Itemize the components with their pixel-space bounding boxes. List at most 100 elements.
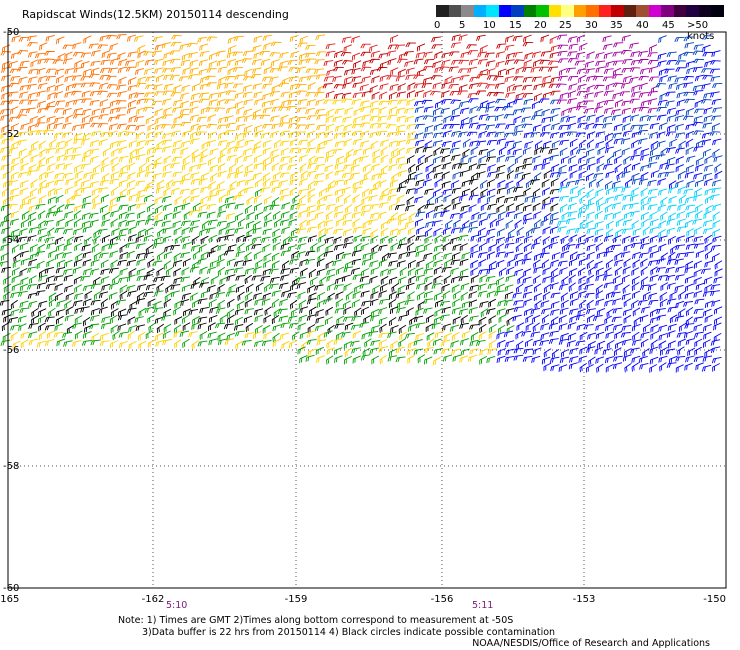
wind-barb — [569, 355, 579, 363]
wind-barb — [424, 125, 434, 133]
wind-barb — [523, 98, 534, 105]
wind-barb — [143, 98, 155, 104]
wind-barb — [470, 331, 479, 341]
wind-barb — [128, 324, 138, 333]
wind-barb — [206, 250, 216, 258]
wind-barb — [351, 130, 362, 137]
wind-barb — [389, 291, 397, 300]
wind-barb — [8, 147, 19, 154]
wind-barb — [80, 82, 92, 88]
wind-barb — [523, 212, 532, 221]
wind-barb — [704, 242, 713, 252]
wind-barb — [541, 162, 551, 170]
wind-barb — [53, 331, 64, 338]
wind-barb — [485, 60, 496, 67]
wind-barb — [522, 355, 533, 362]
wind-barb — [62, 131, 72, 139]
wind-barb — [665, 100, 675, 107]
wind-barb — [530, 66, 541, 73]
wind-barb — [27, 266, 37, 273]
wind-barb — [457, 90, 468, 96]
wind-barb — [499, 146, 507, 156]
wind-barb — [288, 76, 299, 82]
wind-barb — [296, 66, 307, 74]
wind-barb — [359, 122, 371, 128]
wind-barb — [578, 282, 587, 292]
legend-swatch — [623, 5, 637, 17]
wind-barb — [281, 290, 291, 298]
wind-barb — [578, 258, 588, 266]
wind-barb — [118, 58, 128, 67]
wind-barb — [640, 258, 648, 268]
wind-barb — [208, 314, 218, 323]
wind-barb — [675, 82, 686, 90]
wind-barb — [208, 92, 219, 100]
wind-barb — [476, 106, 488, 112]
wind-barb — [542, 196, 551, 206]
wind-barb — [54, 227, 65, 234]
wind-barb — [434, 178, 443, 188]
wind-barb — [370, 50, 381, 58]
wind-barb — [352, 194, 360, 204]
wind-barb — [505, 211, 516, 218]
wind-barb — [269, 91, 280, 97]
wind-barb — [649, 211, 658, 221]
wind-barb — [606, 340, 615, 349]
wind-barb — [160, 275, 171, 282]
wind-barb — [569, 347, 579, 355]
wind-barb — [135, 219, 146, 227]
wind-barb — [487, 203, 497, 211]
wind-barb — [623, 211, 633, 220]
wind-barb — [180, 298, 190, 307]
wind-barb — [232, 67, 244, 72]
wind-barb — [693, 90, 704, 96]
wind-barb — [301, 340, 309, 351]
wind-barb — [341, 186, 351, 195]
wind-barb — [289, 34, 299, 42]
wind-barb — [641, 211, 650, 221]
wind-barb — [542, 267, 551, 276]
wind-barb — [289, 258, 299, 265]
wind-barb — [676, 211, 686, 219]
wind-barb — [280, 322, 291, 329]
wind-barb — [224, 338, 234, 346]
wind-barb — [252, 44, 262, 53]
wind-barb — [584, 92, 594, 100]
wind-barb — [650, 170, 660, 178]
wind-barb — [496, 43, 507, 49]
wind-barb — [111, 186, 119, 197]
wind-barb — [579, 346, 588, 355]
wind-barb — [89, 90, 100, 97]
wind-barb — [533, 59, 542, 67]
wind-barb — [45, 148, 56, 154]
wind-barb — [38, 195, 47, 204]
wind-barb — [217, 338, 228, 346]
wind-barb — [504, 242, 515, 249]
wind-barb — [306, 115, 317, 121]
wind-barb — [263, 178, 271, 188]
wind-barb — [667, 258, 677, 265]
wind-barb — [224, 82, 234, 89]
wind-barb — [217, 162, 226, 172]
wind-barb — [407, 354, 415, 364]
wind-barb — [550, 76, 560, 83]
wind-barb — [110, 300, 119, 310]
wind-barb — [622, 308, 632, 316]
wind-barb — [685, 60, 695, 68]
credit-text: NOAA/NESDIS/Office of Research and Appli… — [472, 638, 710, 649]
wind-barb — [380, 235, 389, 244]
wind-barb — [643, 323, 651, 333]
wind-barb — [190, 292, 199, 302]
wind-barb — [657, 275, 668, 281]
wind-barb — [72, 42, 82, 50]
wind-barb — [52, 59, 64, 65]
wind-barb — [523, 298, 532, 307]
wind-barb — [226, 220, 236, 229]
wind-barb — [136, 170, 146, 178]
wind-barb — [603, 250, 614, 258]
wind-barb — [0, 339, 11, 347]
wind-barb — [80, 275, 91, 282]
wind-barb — [442, 354, 453, 362]
wind-barb — [656, 107, 667, 112]
wind-barb — [170, 67, 181, 73]
